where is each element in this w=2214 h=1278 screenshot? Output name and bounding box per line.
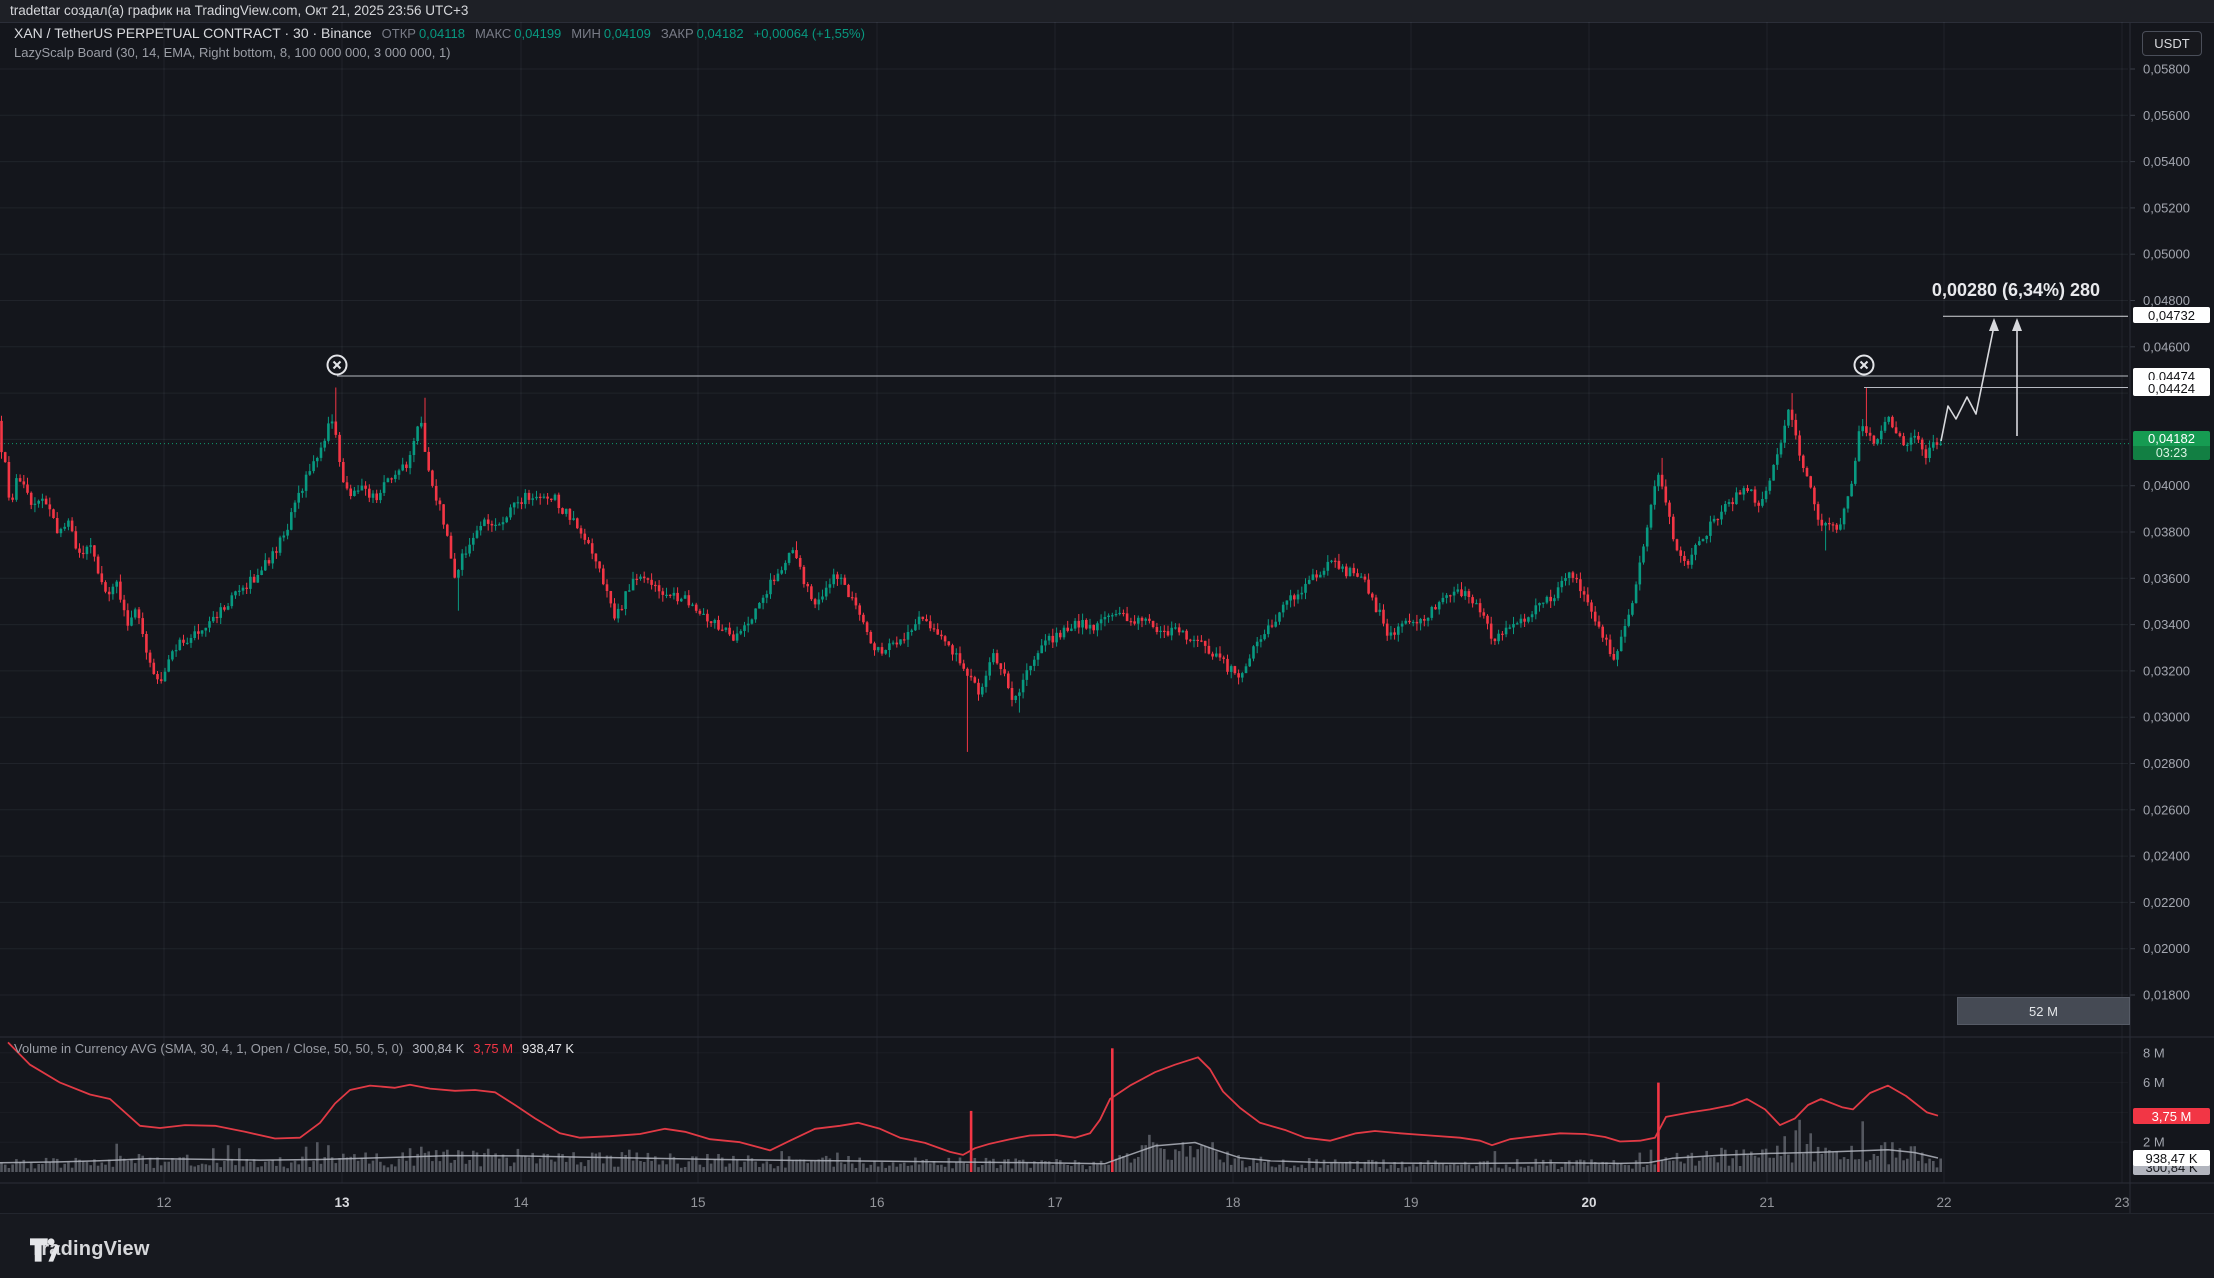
volume-avg-value: 3,75 M [473,1041,514,1056]
volume-indicator-title[interactable]: Volume in Currency AVG (SMA, 30, 4, 1, O… [14,1041,404,1056]
close-value: 0,04182 [696,26,744,41]
grid-lines [0,22,2128,1183]
svg-text:0,03200: 0,03200 [2143,663,2190,678]
svg-text:0,02800: 0,02800 [2143,756,2190,771]
alert-remove-icon[interactable] [1853,354,1875,376]
svg-text:21: 21 [1759,1195,1774,1210]
svg-text:15: 15 [690,1195,705,1210]
volume-sma-value: 938,47 K [522,1041,575,1056]
svg-text:0,03000: 0,03000 [2143,710,2190,725]
open-label: ОТКР [381,26,416,41]
svg-text:0,04800: 0,04800 [2143,293,2190,308]
candlestick-series [0,387,1942,752]
svg-text:0,01800: 0,01800 [2143,988,2190,1003]
volume-avg-line [7,1041,1939,1156]
attribution-text: tradettar создал(а) график на TradingVie… [10,3,469,18]
last-price-value: 0,04182 [2148,431,2195,446]
symbol-header: XAN / TetherUS PERPETUAL CONTRACT · 30 ·… [14,25,865,41]
tradingview-logo[interactable]: TradingView [30,1238,150,1262]
volume-legend: Volume in Currency AVG (SMA, 30, 4, 1, O… [14,1041,574,1056]
attribution-bar [0,0,2214,23]
svg-text:0,05600: 0,05600 [2143,108,2190,123]
svg-text:2 M: 2 M [2143,1135,2165,1150]
alert-price-label-2: 0,04424 [2133,380,2210,396]
svg-text:20: 20 [1581,1195,1596,1210]
svg-text:0,03400: 0,03400 [2143,617,2190,632]
svg-text:0,05000: 0,05000 [2143,247,2190,262]
close-label: ЗАКР [660,26,694,41]
low-label: МИН [571,26,601,41]
volume-current-value: 300,84 K [412,1041,465,1056]
svg-text:0,03600: 0,03600 [2143,571,2190,586]
lazyscalp-board-badge: 52 M [1957,997,2130,1025]
pane-borders [0,22,2214,1213]
open-value: 0,04118 [418,26,465,41]
svg-text:22: 22 [1936,1195,1951,1210]
svg-text:0,02000: 0,02000 [2143,941,2190,956]
last-price-label: 0,04182 03:23 [2133,431,2210,460]
alert-lines[interactable] [326,354,2129,388]
svg-text:0,05400: 0,05400 [2143,154,2190,169]
indicator-legend[interactable]: LazyScalp Board (30, 14, EMA, Right bott… [14,45,451,60]
high-value: 0,04199 [514,26,562,41]
svg-text:17: 17 [1047,1195,1062,1210]
svg-text:0,04600: 0,04600 [2143,339,2190,354]
high-label: МАКС [474,26,512,41]
currency-toggle-button[interactable]: USDT [2142,31,2202,56]
svg-text:23: 23 [2114,1195,2129,1210]
svg-text:0,02200: 0,02200 [2143,895,2190,910]
tradingview-logo-text: TradingView [30,1238,150,1260]
svg-text:0,02600: 0,02600 [2143,802,2190,817]
change-value: +0,00064 (+1,55%) [753,26,865,41]
svg-text:6 M: 6 M [2143,1075,2165,1090]
projection-drawing[interactable] [1940,315,2128,442]
svg-text:0,04000: 0,04000 [2143,478,2190,493]
volume-sma-line [0,1141,1939,1165]
volume-sma-label: 938,47 K [2133,1150,2210,1166]
svg-text:0,05800: 0,05800 [2143,62,2190,77]
svg-text:18: 18 [1225,1195,1240,1210]
measurement-annotation[interactable]: 0,00280 (6,34%) 280 [1931,280,2101,300]
svg-text:14: 14 [513,1195,529,1210]
svg-text:0,05200: 0,05200 [2143,200,2190,215]
tradingview-logo-icon [30,1238,60,1262]
volume-avg-label: 3,75 M [2133,1108,2210,1124]
low-value: 0,04109 [603,26,651,41]
svg-text:0,02400: 0,02400 [2143,849,2190,864]
svg-text:19: 19 [1403,1195,1418,1210]
bar-countdown: 03:23 [2133,446,2210,460]
alert-remove-icon[interactable] [326,354,348,376]
volume-series [0,1048,1942,1173]
symbol-title[interactable]: XAN / TetherUS PERPETUAL CONTRACT · 30 ·… [14,25,372,41]
svg-text:16: 16 [869,1195,884,1210]
svg-text:8 M: 8 M [2143,1045,2165,1060]
svg-text:0,03800: 0,03800 [2143,525,2190,540]
svg-text:13: 13 [334,1195,350,1210]
footer-bar [0,1213,2214,1278]
target-price-label: 0,04732 [2133,307,2210,323]
svg-text:12: 12 [156,1195,171,1210]
axis-labels: 0,05800 0,05600 0,05400 0,05200 0,05000 0,048… [156,62,2190,1211]
